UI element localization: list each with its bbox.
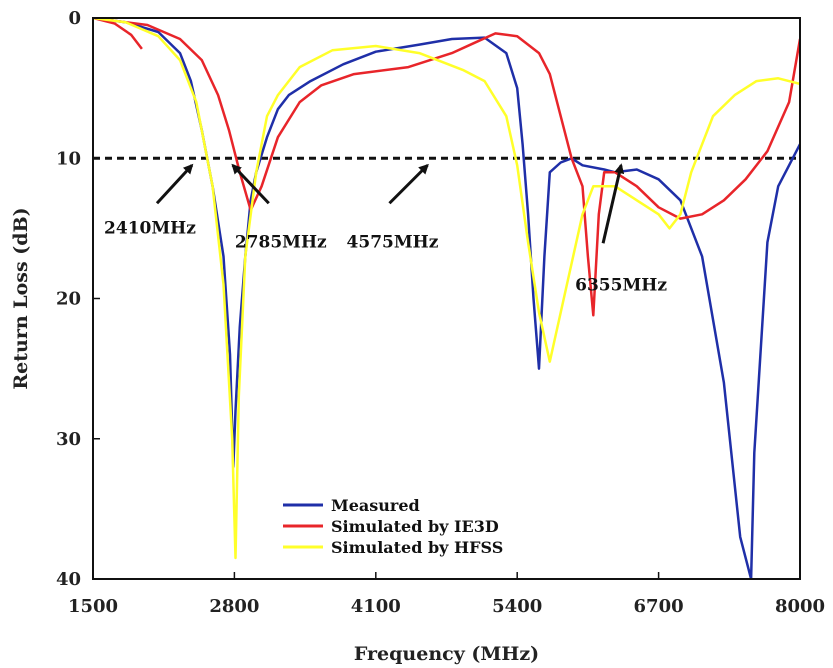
legend-label: Simulated by IE3D — [331, 517, 499, 536]
legend: Measured Simulated by IE3D Simulated by HF… — [283, 496, 503, 557]
y-axis-title: Return Loss (dB) — [10, 207, 32, 389]
legend-label: Simulated by HFSS — [331, 538, 503, 557]
plot-frame — [92, 17, 801, 580]
legend-label: Measured — [331, 496, 420, 515]
series-line-simulated-by-hfss — [93, 18, 800, 560]
y-tick-label: 40 — [56, 569, 81, 590]
x-tick-label: 4100 — [351, 596, 401, 617]
annotation-arrow — [155, 163, 194, 205]
annotation-arrow — [601, 163, 625, 244]
y-tick-label: 0 — [68, 8, 81, 29]
y-tick-label: 10 — [56, 148, 81, 169]
annotation-label: 2785MHz — [235, 232, 327, 252]
y-tick-label: 20 — [56, 289, 81, 310]
x-tick-label: 8000 — [775, 596, 825, 617]
series-line-simulated-by-ie3d-branch — [93, 18, 143, 50]
series-group — [93, 18, 800, 579]
annotations: 2410MHz 2785MHz 4575MHz 6355MHz — [104, 163, 667, 295]
annotation-label: 6355MHz — [575, 275, 667, 295]
series-line-measured — [93, 18, 800, 579]
plot-area — [93, 18, 800, 579]
x-axis-title: Frequency (MHz) — [354, 643, 539, 665]
x-tick-label: 2800 — [209, 596, 259, 617]
annotation-label: 4575MHz — [347, 232, 439, 252]
annotation-label: 2410MHz — [104, 218, 196, 238]
x-tick-label: 6700 — [634, 596, 684, 617]
axis-ticks: 1500 2800 4100 5400 6700 8000 0 10 20 30 40 — [56, 8, 825, 617]
y-tick-label: 30 — [56, 429, 81, 450]
x-tick-label: 5400 — [492, 596, 542, 617]
x-tick-label: 1500 — [68, 596, 118, 617]
annotation-arrow — [388, 163, 429, 205]
annotation-arrow — [231, 163, 270, 205]
